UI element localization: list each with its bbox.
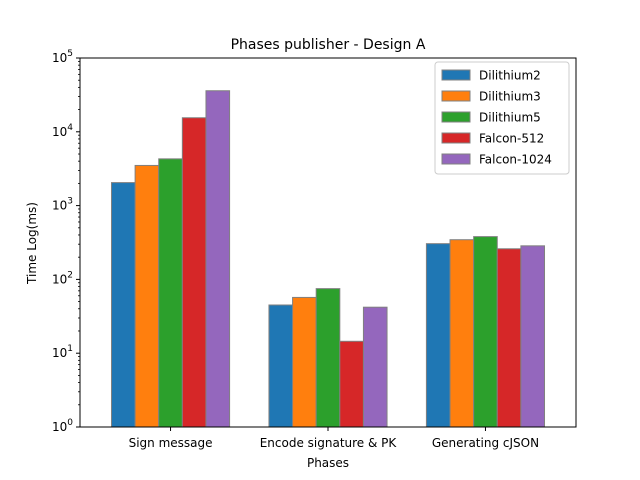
bar xyxy=(134,164,160,428)
bars-group xyxy=(110,90,546,428)
legend-box xyxy=(434,61,570,175)
legend-label: Dilithium3 xyxy=(479,90,541,104)
y-tick-exponent: 5 xyxy=(67,49,73,59)
legend-label: Dilithium2 xyxy=(479,69,541,83)
bar xyxy=(425,243,451,428)
x-axis: Sign message Encode signature & PK Generat… xyxy=(129,427,539,450)
y-axis-label: Time Log(ms) xyxy=(25,202,39,285)
x-tick-label: Sign message xyxy=(129,436,213,450)
legend-swatch xyxy=(441,90,471,102)
y-tick-exponent: 4 xyxy=(67,123,73,133)
bar xyxy=(158,158,183,428)
legend-swatch xyxy=(441,111,471,123)
y-tick-exponent: 3 xyxy=(67,197,73,207)
bar xyxy=(181,117,207,428)
chart-title: Phases publisher - Design A xyxy=(231,37,426,53)
bar xyxy=(520,245,546,428)
bar xyxy=(339,340,364,428)
bar xyxy=(268,304,294,428)
legend-label: Falcon-512 xyxy=(479,132,544,146)
bar xyxy=(292,296,317,428)
y-tick-exponent: 2 xyxy=(67,270,73,280)
y-tick-exponent: 0 xyxy=(67,418,73,428)
legend-swatch xyxy=(441,153,471,165)
y-tick-exponent: 1 xyxy=(67,344,73,354)
x-axis-label: Phases xyxy=(307,456,349,470)
bar xyxy=(362,306,388,428)
bar xyxy=(496,248,522,428)
legend-swatch xyxy=(441,69,471,81)
x-tick-label: Generating cJSON xyxy=(432,436,539,450)
x-tick-label: Encode signature & PK xyxy=(260,436,398,450)
bar xyxy=(449,239,475,428)
legend-label: Falcon-1024 xyxy=(479,153,552,167)
legend-label: Dilithium5 xyxy=(479,111,541,125)
bar xyxy=(110,182,136,428)
bar xyxy=(315,288,341,428)
legend: Dilithium2 Dilithium3 Dilithium5 Falcon-512… xyxy=(434,61,570,175)
legend-swatch xyxy=(441,132,471,144)
bar xyxy=(473,236,498,428)
bar xyxy=(205,90,231,428)
